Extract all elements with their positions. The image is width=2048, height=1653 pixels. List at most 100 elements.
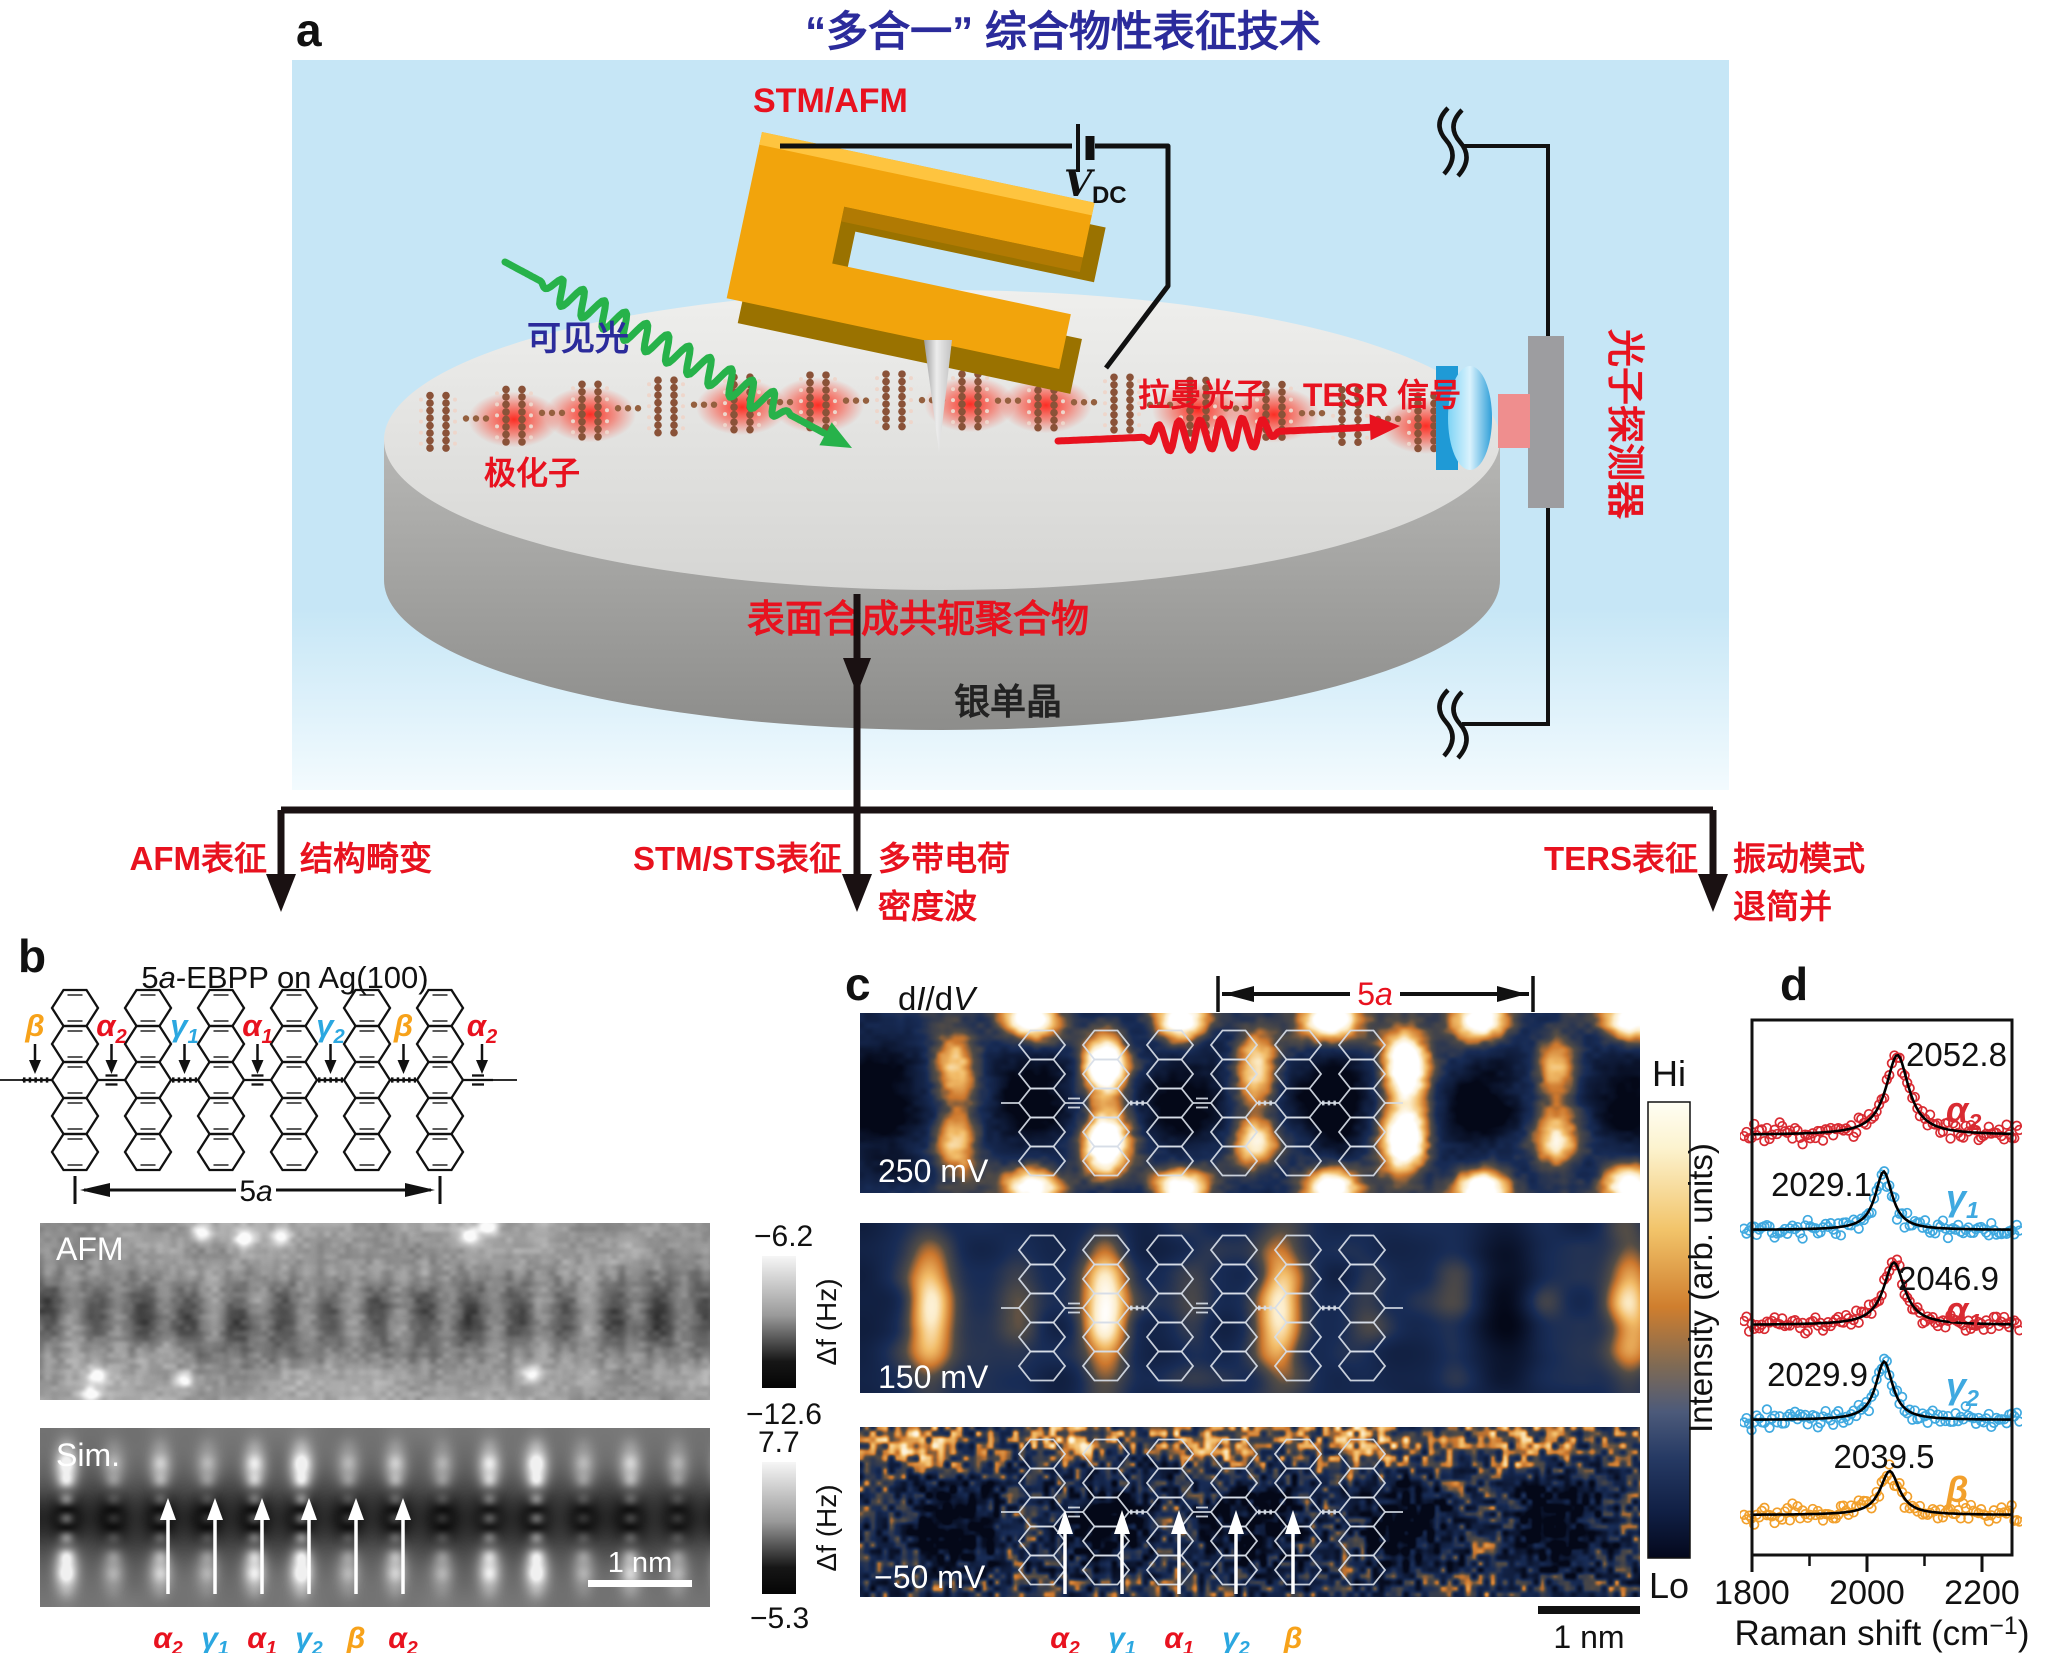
afm-colorbar-min: −12.6: [746, 1398, 822, 1431]
flow-stm-result-2: 密度波: [878, 888, 977, 925]
didv-scalebar: [1538, 1606, 1640, 1614]
sim-colorbar: [762, 1462, 796, 1594]
panel-b-label: b: [18, 930, 46, 982]
lens-icon: [1448, 366, 1492, 470]
flow-arrowheads: [266, 658, 1728, 912]
unit-cell-span-c: [1216, 976, 1535, 1012]
svg-text:α2: α2: [1050, 1622, 1080, 1653]
svg-text:α1: α1: [242, 1008, 272, 1048]
svg-text:2029.9: 2029.9: [1767, 1356, 1868, 1393]
polaron-label: 极化子: [484, 455, 580, 491]
svg-text:2029.1: 2029.1: [1771, 1166, 1872, 1203]
didv-scalebar-label: 1 nm: [1553, 1619, 1624, 1653]
svg-text:2000: 2000: [1829, 1574, 1905, 1612]
didv-label: dI/dV: [898, 980, 978, 1017]
didv-map-m50mv: [860, 1427, 1640, 1597]
light-wave-arrows: [501, 258, 1400, 455]
svg-text:γ2: γ2: [316, 1008, 345, 1048]
raman-xlabel: Raman shift (cm−1): [1735, 1612, 2030, 1653]
panel-d-label: d: [1780, 958, 1808, 1010]
detector-element: [1498, 394, 1530, 448]
flow-stm-label: STM/STS表征: [633, 840, 842, 877]
sim-scalebar-label: 1 nm: [608, 1547, 672, 1579]
unit-cell-span-c-heads: [1224, 986, 1527, 1002]
svg-text:γ1: γ1: [201, 1622, 229, 1653]
didv-mode-arrows: α2 γ1 α1 γ2 β: [1050, 1510, 1302, 1653]
didv-map-150mv: [860, 1223, 1640, 1393]
didv-colorbar-lo: Lo: [1649, 1565, 1689, 1606]
tesr-signal-label: TESR 信号: [1303, 377, 1461, 413]
flow-arrow-tree: [277, 594, 1717, 878]
unit-cell-span-c-label: 5a: [1357, 976, 1393, 1012]
svg-text:γ2: γ2: [1946, 1365, 1979, 1411]
silver-crystal-disk: [384, 290, 1500, 730]
bond-label-annotations: β α2 γ1 α1 γ2 β α2: [24, 1008, 498, 1074]
didv-colorbar: [1647, 1101, 1691, 1559]
flow-afm-label: AFM表征: [130, 840, 267, 877]
unit-cell-span-b-heads: [80, 1183, 435, 1197]
sim-mode-arrows: α2 γ1 α1 γ2 β α2: [153, 1498, 418, 1653]
flow-ters-label: TERS表征: [1544, 840, 1698, 877]
bias-label-150: 150 mV: [878, 1359, 989, 1395]
qplus-sensor: [726, 132, 1106, 452]
afm-colorbar-unit: Δf (Hz): [811, 1278, 842, 1365]
svg-text:β: β: [346, 1622, 366, 1653]
afm-sim-image: [40, 1428, 710, 1607]
photon-detector-label: 光子探测器: [1603, 329, 1645, 520]
unit-cell-span-b-label: 5a: [239, 1175, 272, 1208]
svg-text:α1: α1: [1164, 1622, 1193, 1653]
flow-ters-result-1: 振动模式: [1733, 840, 1865, 877]
raman-x-axis: 1800 2000 2200: [1714, 1555, 2020, 1612]
detector-wires: [1462, 144, 1550, 726]
detector-plate: [1528, 336, 1564, 508]
silver-crystal-label: 银单晶: [954, 681, 1062, 722]
flow-afm-result: 结构畸变: [300, 840, 432, 877]
svg-text:1800: 1800: [1714, 1574, 1790, 1612]
vdc-label: VDC: [1064, 163, 1127, 209]
molecule-structure: [0, 988, 517, 1172]
figure-title: “多合一” 综合物性表征技术: [805, 8, 1321, 55]
svg-text:α1: α1: [1946, 1289, 1981, 1335]
svg-text:2052.8: 2052.8: [1906, 1036, 2007, 1073]
sim-image-label: Sim.: [56, 1437, 120, 1473]
flow-stm-result-1: 多带电荷: [878, 840, 1010, 877]
raman-plot-frame: [1750, 1018, 2014, 1557]
sim-colorbar-min: −5.3: [750, 1602, 809, 1635]
didv-map-250mv: [860, 1013, 1640, 1193]
svg-text:α2: α2: [467, 1008, 498, 1048]
svg-text:α1: α1: [247, 1622, 276, 1653]
svg-text:α2: α2: [388, 1622, 418, 1653]
afm-image: [40, 1223, 710, 1400]
svg-text:α2: α2: [153, 1622, 183, 1653]
svg-text:γ1: γ1: [170, 1008, 198, 1048]
afm-colorbar: [762, 1256, 796, 1388]
svg-text:2046.9: 2046.9: [1898, 1260, 1999, 1297]
visible-light-label: 可见光: [527, 320, 629, 358]
wire-break-icon: [1437, 106, 1469, 760]
stm-tip: [924, 340, 952, 452]
svg-text:2039.5: 2039.5: [1834, 1438, 1935, 1475]
polymer-label: 表面合成共轭聚合物: [747, 599, 1089, 641]
panel-c-label: c: [845, 958, 871, 1010]
raman-photon-label: 拉曼光子: [1138, 377, 1266, 413]
svg-text:β: β: [1945, 1469, 1968, 1510]
stm-afm-label: STM/AFM: [753, 82, 908, 120]
flow-ters-result-2: 退简并: [1733, 888, 1832, 925]
bias-circuit-wire: [780, 124, 1171, 370]
svg-text:α2: α2: [1946, 1089, 1981, 1135]
svg-text:γ1: γ1: [1946, 1177, 1979, 1223]
photon-detector-assembly: [1436, 106, 1564, 760]
didv-colorbar-hi: Hi: [1652, 1053, 1686, 1094]
raman-peak-labels: 2052.8 α2 2029.1 γ1 2046.9α1 2029.9 γ2 2039.5 β: [1767, 1036, 2007, 1510]
sim-scalebar: [588, 1580, 692, 1587]
panel-a-label: a: [296, 4, 322, 56]
svg-text:γ2: γ2: [295, 1622, 323, 1653]
sim-colorbar-unit: Δf (Hz): [811, 1484, 842, 1571]
molecule-overlays: [1001, 1029, 1403, 1586]
afm-colorbar-max: −6.2: [754, 1220, 813, 1253]
svg-text:β: β: [393, 1008, 413, 1043]
sim-colorbar-max: 7.7: [758, 1426, 800, 1459]
bias-label-m50: −50 mV: [874, 1559, 986, 1595]
